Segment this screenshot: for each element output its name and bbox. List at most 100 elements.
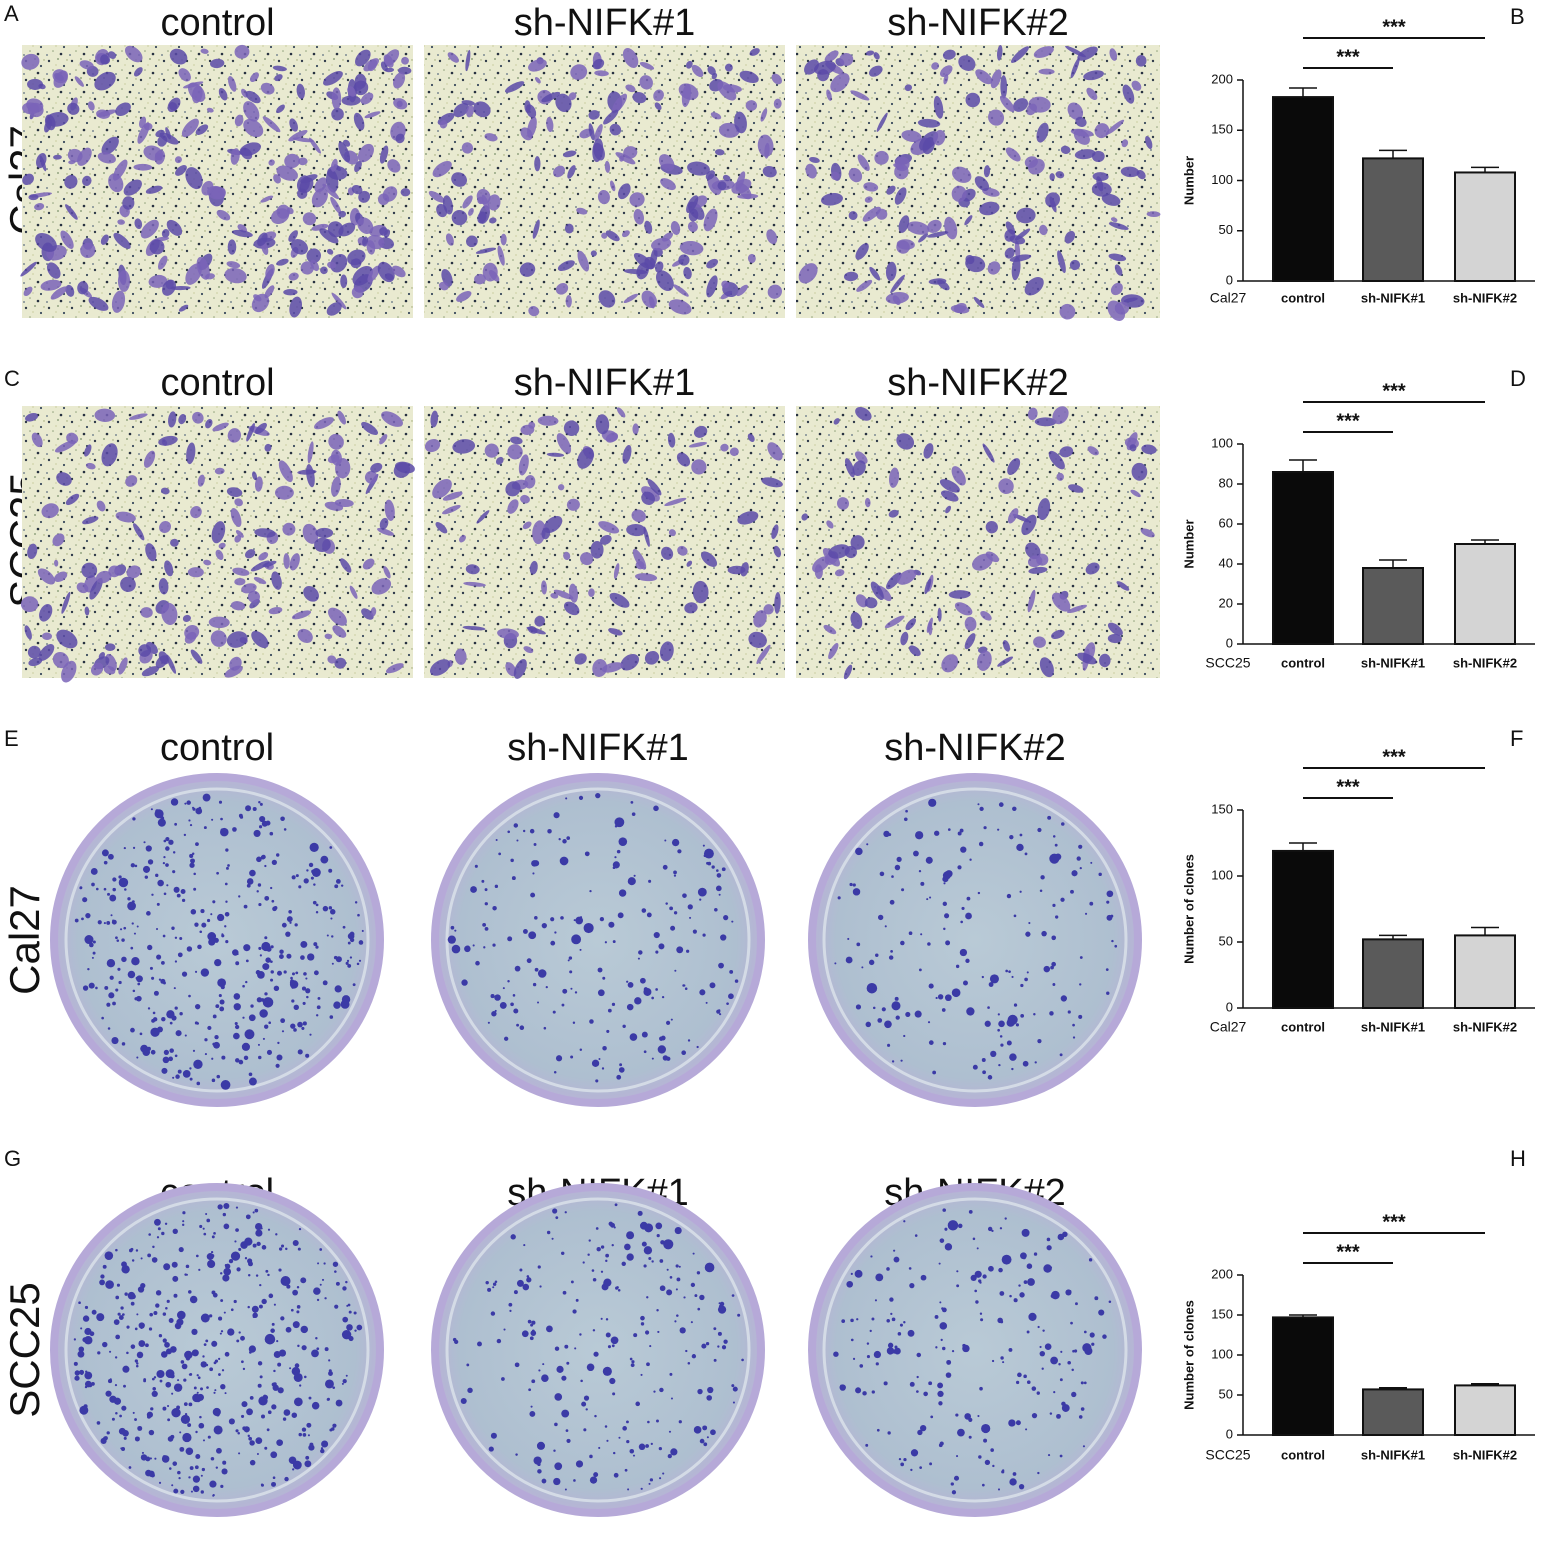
cell: [310, 259, 320, 272]
cell: [761, 477, 783, 488]
colony: [84, 1371, 93, 1380]
cell: [600, 534, 612, 545]
cell: [529, 560, 538, 575]
cell: [53, 154, 62, 160]
colony: [841, 1319, 846, 1323]
colony: [134, 1359, 138, 1363]
colony: [255, 970, 261, 975]
colony: [539, 1285, 542, 1288]
colony: [290, 1308, 294, 1312]
colony: [633, 874, 636, 877]
colony: [543, 1026, 547, 1030]
colony: [278, 1268, 282, 1272]
colony: [674, 1227, 682, 1235]
colony: [1043, 965, 1051, 973]
cell: [61, 591, 71, 614]
colony: [568, 956, 573, 960]
cell: [133, 523, 145, 541]
colony: [172, 870, 176, 874]
colony: [189, 853, 194, 858]
colony: [894, 996, 899, 1001]
colony: [109, 1350, 112, 1353]
colony: [670, 925, 676, 931]
cell: [667, 432, 676, 448]
colony: [248, 1436, 253, 1441]
colony: [970, 1274, 977, 1281]
significance: ***: [1336, 776, 1360, 798]
cell: [886, 572, 902, 590]
colony: [658, 1446, 663, 1451]
cell: [997, 656, 1014, 667]
colony: [1054, 843, 1058, 847]
colony: [674, 1320, 677, 1323]
colony: [173, 1488, 179, 1494]
cell: [101, 443, 118, 467]
colony: [265, 1269, 269, 1273]
colony: [95, 887, 99, 891]
colony: [185, 1273, 188, 1276]
colony: [554, 1462, 563, 1471]
colony: [291, 875, 296, 880]
cell: [284, 153, 301, 169]
y-tick-label: 20: [1219, 595, 1233, 610]
colony: [346, 959, 350, 963]
cell: [210, 630, 227, 647]
colony: [91, 956, 94, 959]
colony: [718, 962, 724, 969]
colony: [881, 1007, 886, 1012]
colony: [1006, 1018, 1015, 1027]
cell: [468, 208, 474, 216]
y-tick-label: 0: [1226, 1426, 1233, 1441]
colony: [608, 921, 615, 928]
colony: [316, 1347, 320, 1351]
colony: [1106, 890, 1114, 898]
cell: [651, 237, 672, 251]
colony: [691, 1354, 697, 1359]
cell: [212, 422, 229, 432]
colony: [937, 994, 944, 1000]
colony: [171, 1392, 174, 1395]
cell: [940, 490, 959, 502]
colony: [895, 1015, 900, 1020]
cell: [214, 467, 225, 475]
colony: [246, 1408, 253, 1416]
colony: [219, 1006, 225, 1012]
colony: [1090, 861, 1093, 864]
colony: [280, 1244, 285, 1248]
image: [424, 406, 785, 679]
colony: [718, 893, 721, 896]
y-tick-label: 80: [1219, 475, 1233, 490]
colony: [891, 1060, 895, 1063]
colony: [140, 1044, 149, 1053]
colony: [333, 1001, 341, 1009]
colony: [182, 1220, 185, 1223]
colony: [474, 864, 478, 868]
cell: [429, 659, 451, 676]
cell: [454, 648, 467, 665]
colony: [92, 940, 96, 944]
colony: [1018, 1484, 1025, 1490]
colony: [290, 976, 293, 980]
cell: [924, 578, 932, 595]
colony: [887, 1431, 891, 1435]
colony: [299, 1384, 302, 1387]
colony: [241, 1360, 244, 1364]
colony: [302, 1021, 307, 1026]
colony: [1098, 1309, 1105, 1316]
cell: [766, 229, 778, 245]
colony: [210, 1457, 215, 1461]
colony: [159, 1379, 163, 1383]
colony: [307, 953, 315, 961]
cell: [229, 656, 242, 671]
cell: [977, 650, 992, 671]
colony: [247, 1258, 253, 1264]
colony: [199, 1415, 202, 1419]
cell: [456, 290, 472, 302]
colony: [554, 1422, 558, 1427]
colony: [884, 925, 887, 928]
cell: [1011, 256, 1021, 281]
colony: [261, 1245, 267, 1250]
colony: [655, 950, 659, 954]
colony: [666, 1056, 671, 1061]
colony: [720, 934, 727, 941]
